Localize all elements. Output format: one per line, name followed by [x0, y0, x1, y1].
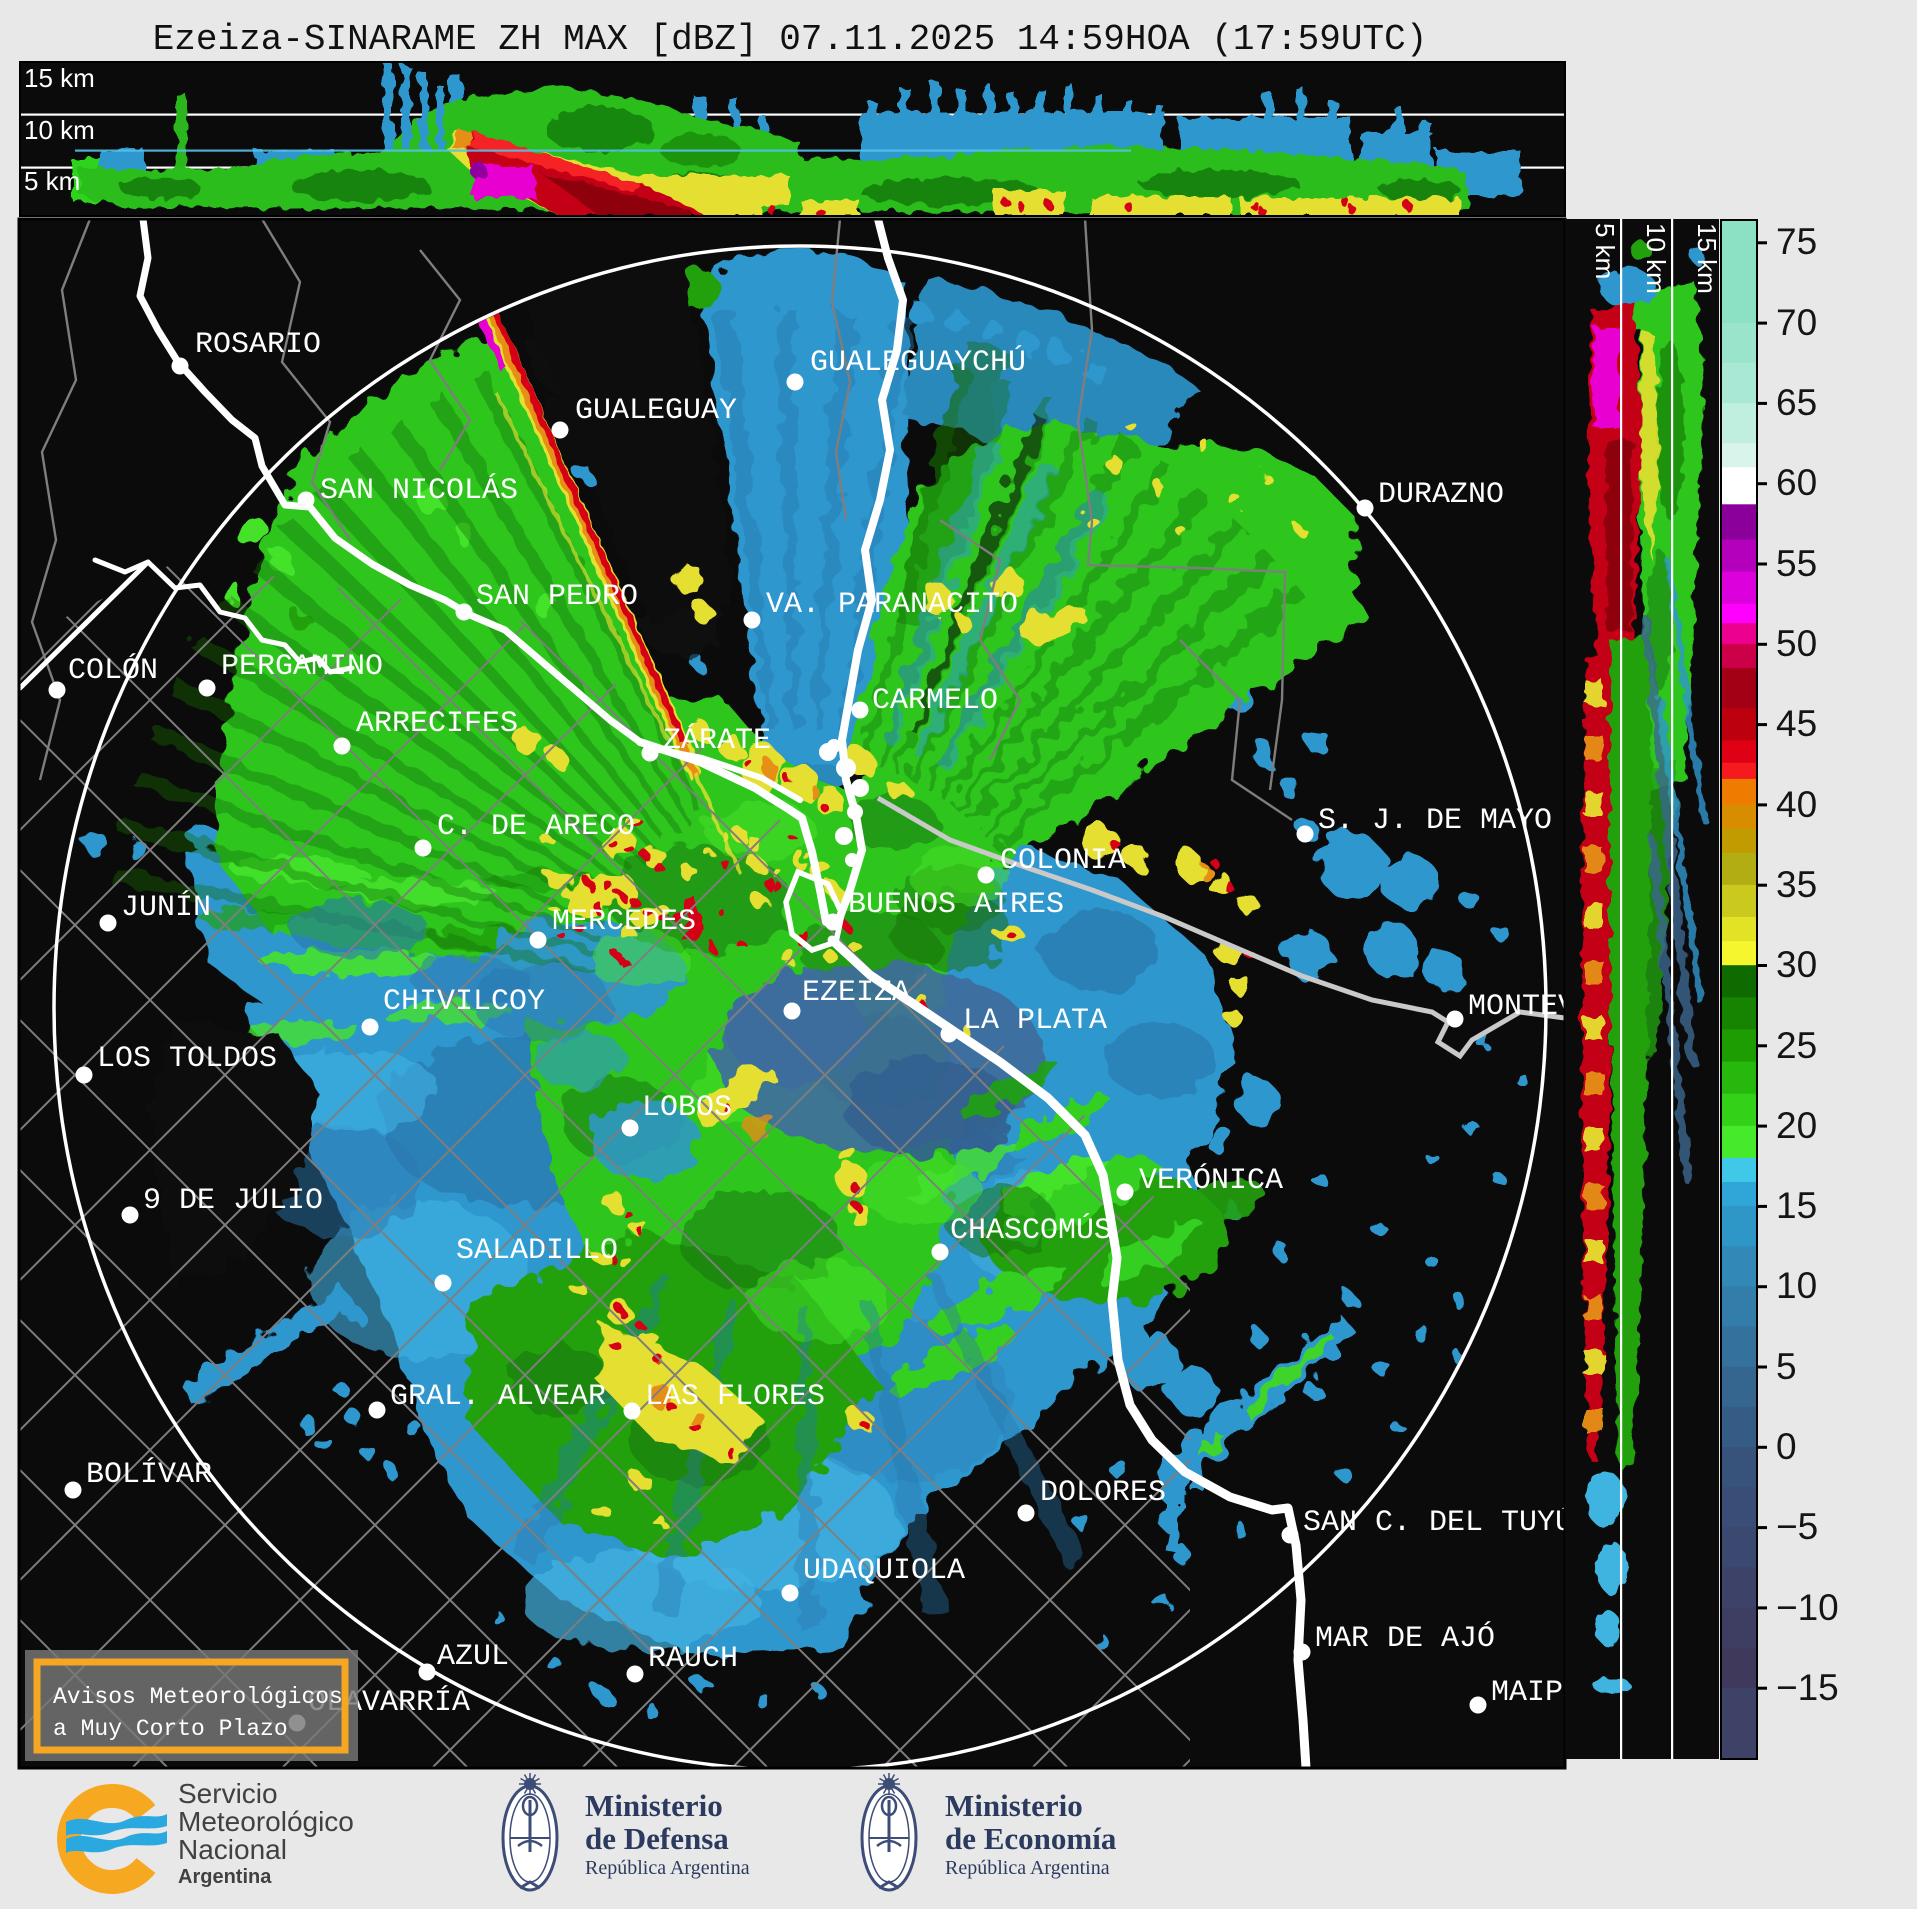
svg-text:S. J. DE MAYO: S. J. DE MAYO: [1318, 804, 1552, 838]
svg-text:25: 25: [1776, 1025, 1817, 1066]
svg-text:45: 45: [1776, 703, 1817, 744]
svg-text:MONTEVIDEO: MONTEVIDEO: [1468, 990, 1648, 1024]
svg-text:65: 65: [1776, 382, 1817, 423]
svg-text:República Argentina: República Argentina: [585, 1857, 750, 1879]
svg-text:55: 55: [1776, 543, 1817, 584]
svg-text:0: 0: [1776, 1426, 1797, 1467]
svg-text:Ezeiza-SINARAME ZH MAX [dBZ] 0: Ezeiza-SINARAME ZH MAX [dBZ] 07.11.2025 …: [153, 19, 1428, 60]
svg-text:CARMELO: CARMELO: [872, 684, 998, 718]
svg-text:9 DE JULIO: 9 DE JULIO: [143, 1184, 323, 1218]
svg-text:VERÓNICA: VERÓNICA: [1139, 1163, 1283, 1198]
svg-text:EZEIZA: EZEIZA: [802, 976, 910, 1010]
svg-text:30: 30: [1776, 944, 1817, 985]
svg-text:MAIPÚ: MAIPÚ: [1491, 1675, 1581, 1710]
svg-text:CHIVILCOY: CHIVILCOY: [383, 985, 545, 1019]
svg-text:Ministerio: Ministerio: [585, 1788, 723, 1823]
svg-text:35: 35: [1776, 864, 1817, 905]
svg-text:ZÁRATE: ZÁRATE: [663, 723, 771, 758]
svg-text:RAUCH: RAUCH: [648, 1642, 738, 1676]
svg-text:C. DE ARECO: C. DE ARECO: [437, 810, 635, 844]
svg-text:DURAZNO: DURAZNO: [1378, 478, 1504, 512]
svg-text:10 km: 10 km: [24, 115, 95, 145]
svg-text:DOLORES: DOLORES: [1040, 1476, 1166, 1510]
svg-text:5 km: 5 km: [1590, 223, 1620, 279]
svg-text:15: 15: [1776, 1185, 1817, 1226]
svg-text:COLONIA: COLONIA: [1000, 844, 1126, 878]
svg-text:10: 10: [1776, 1265, 1817, 1306]
svg-text:a Muy Corto Plazo: a Muy Corto Plazo: [53, 1716, 288, 1742]
svg-text:−10: −10: [1776, 1587, 1839, 1628]
svg-text:−5: −5: [1776, 1506, 1818, 1547]
svg-text:GRAL. ALVEAR: GRAL. ALVEAR: [390, 1380, 606, 1414]
svg-text:de Economía: de Economía: [945, 1821, 1117, 1856]
svg-text:MAR DE AJÓ: MAR DE AJÓ: [1315, 1621, 1495, 1656]
svg-text:Ministerio: Ministerio: [945, 1788, 1083, 1823]
svg-text:60: 60: [1776, 462, 1817, 503]
svg-text:MERCEDES: MERCEDES: [552, 905, 696, 939]
svg-text:10 km: 10 km: [1641, 223, 1671, 294]
svg-text:50: 50: [1776, 623, 1817, 664]
svg-text:LOS TOLDOS: LOS TOLDOS: [97, 1042, 277, 1076]
svg-text:SALADILLO: SALADILLO: [456, 1234, 618, 1268]
svg-text:Servicio: Servicio: [178, 1778, 278, 1809]
svg-text:40: 40: [1776, 784, 1817, 825]
svg-text:5 km: 5 km: [24, 166, 80, 196]
svg-text:5: 5: [1776, 1346, 1797, 1387]
svg-text:PERGAMINO: PERGAMINO: [221, 650, 383, 684]
svg-text:20: 20: [1776, 1105, 1817, 1146]
svg-text:15 km: 15 km: [24, 63, 95, 93]
svg-text:República Argentina: República Argentina: [945, 1857, 1110, 1879]
svg-text:LAS FLORES: LAS FLORES: [645, 1380, 825, 1414]
svg-text:SAN C. DEL TUYÚ: SAN C. DEL TUYÚ: [1303, 1505, 1573, 1540]
svg-text:ROSARIO: ROSARIO: [195, 328, 321, 362]
svg-text:de Defensa: de Defensa: [585, 1821, 729, 1856]
svg-text:Avisos Meteorológicos: Avisos Meteorológicos: [53, 1684, 343, 1710]
svg-text:Argentina: Argentina: [178, 1866, 272, 1888]
svg-text:ARRECIFES: ARRECIFES: [356, 707, 518, 741]
svg-text:−15: −15: [1776, 1667, 1839, 1708]
svg-text:GUALEGUAYCHÚ: GUALEGUAYCHÚ: [810, 345, 1026, 380]
svg-text:Nacional: Nacional: [178, 1834, 287, 1865]
svg-text:AZUL: AZUL: [437, 1640, 509, 1674]
svg-text:BUENOS AIRES: BUENOS AIRES: [848, 888, 1064, 922]
svg-text:70: 70: [1776, 302, 1817, 343]
svg-text:JUNÍN: JUNÍN: [121, 890, 211, 925]
svg-text:Meteorológico: Meteorológico: [178, 1806, 354, 1837]
svg-text:15 km: 15 km: [1692, 223, 1722, 294]
svg-text:CHASCOMÚS: CHASCOMÚS: [950, 1213, 1112, 1248]
svg-text:LOBOS: LOBOS: [642, 1091, 732, 1125]
svg-text:SAN PEDRO: SAN PEDRO: [476, 580, 638, 614]
svg-text:SAN NICOLÁS: SAN NICOLÁS: [320, 473, 518, 508]
svg-text:75: 75: [1776, 221, 1817, 262]
svg-text:COLÓN: COLÓN: [68, 653, 158, 688]
svg-text:UDAQUIOLA: UDAQUIOLA: [803, 1554, 965, 1588]
svg-text:LA PLATA: LA PLATA: [963, 1004, 1107, 1038]
svg-text:VA. PARANACITO: VA. PARANACITO: [766, 588, 1018, 622]
svg-text:BOLÍVAR: BOLÍVAR: [86, 1457, 212, 1492]
svg-text:GUALEGUAY: GUALEGUAY: [575, 394, 737, 428]
